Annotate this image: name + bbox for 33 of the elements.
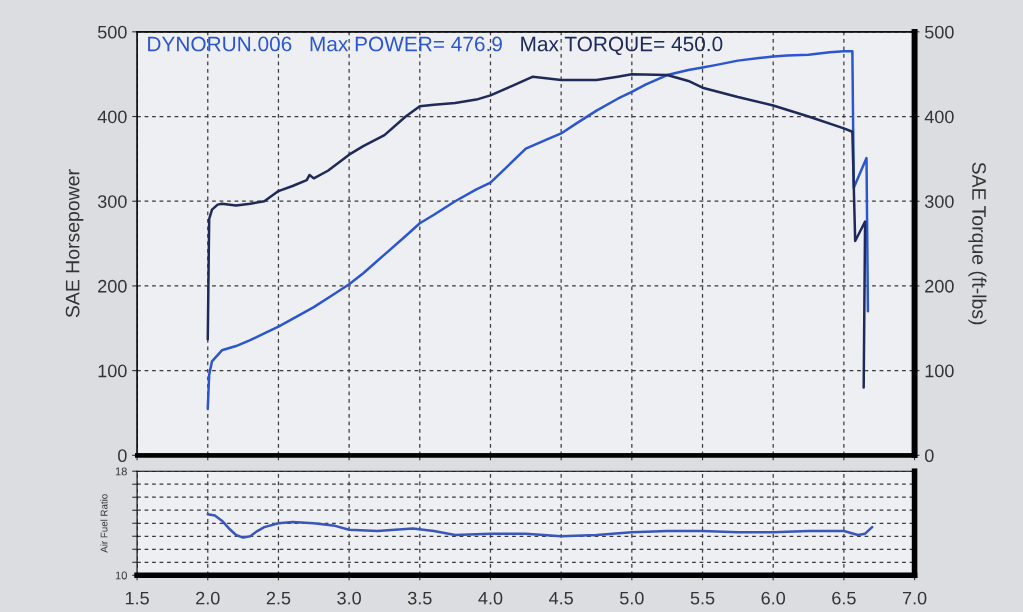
x-tick-label: 6.5 [832, 591, 856, 605]
x-tick-label: 1.5 [125, 591, 149, 605]
y-tick-label: 0 [118, 449, 127, 463]
y2-tick-label: 200 [925, 279, 954, 293]
chart-title: DYNORUN.006 [148, 36, 292, 52]
y-tick-label: 200 [98, 279, 127, 293]
y-axis-title: SAE Horsepower [65, 169, 84, 318]
annotation: Max TORQUE= 450.0 [521, 36, 723, 56]
x-tick-label: 4.0 [478, 591, 503, 605]
x-tick-label: 3.0 [337, 591, 361, 605]
line-series [206, 512, 874, 539]
y2-tick-label: 400 [924, 110, 954, 124]
y-tick-label: 300 [97, 195, 127, 208]
y-tick-label: 500 [97, 25, 127, 39]
x-tick-label: 7.0 [902, 591, 927, 605]
x-tick-label: 2.0 [196, 591, 220, 605]
x-tick-label: 5.5 [690, 591, 715, 605]
x-tick-label: 4.5 [549, 591, 573, 605]
x-tick-label: 2.5 [266, 591, 291, 605]
y-tick-label: 100 [98, 364, 127, 378]
x-tick-label: 6.0 [761, 591, 786, 605]
y2-tick-label: 500 [925, 25, 954, 39]
y2-tick-label: 300 [924, 195, 954, 208]
y-tick-label: 400 [97, 110, 127, 124]
annotation: Max POWER= 476.9 [310, 36, 502, 52]
y-axis-title: Air Fuel Ratio [100, 494, 108, 553]
x-tick-label: 3.5 [407, 591, 432, 605]
y2-tick-label: 0 [924, 449, 934, 463]
y2-axis-title: SAE Torque (ft-lbs) [968, 162, 987, 325]
y-tick-label: 10 [115, 571, 127, 580]
y-tick-label: 18 [115, 467, 127, 476]
y2-tick-label: 100 [925, 364, 954, 378]
x-tick-label: 5.0 [620, 591, 644, 605]
